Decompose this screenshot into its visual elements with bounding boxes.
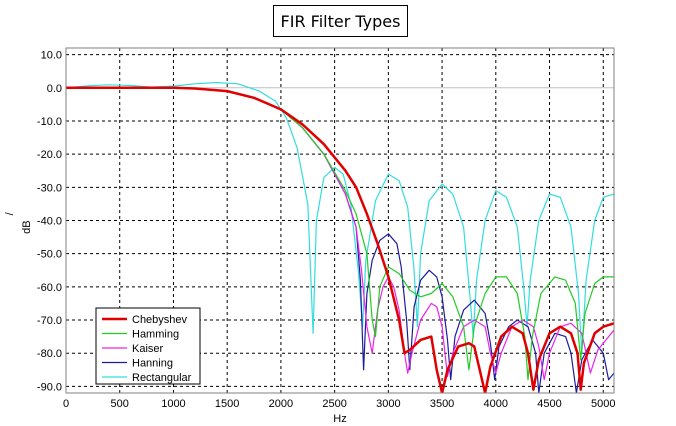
plot-frame: [65, 47, 615, 394]
x-tick-label: 4000: [484, 398, 508, 410]
y-tick-label: 0.0: [47, 83, 62, 95]
y-tick-label: -60.0: [37, 282, 62, 294]
x-tick-label: 5000: [591, 398, 615, 410]
y-axis-label: dB: [21, 220, 33, 233]
y-tick-label: -70.0: [37, 315, 62, 327]
legend-label: Kaiser: [132, 343, 164, 355]
x-tick-label: 0: [63, 398, 69, 410]
x-tick-label: 3500: [430, 398, 454, 410]
y-tick-label: -80.0: [37, 348, 62, 360]
legend-label: Chebyshev: [132, 314, 188, 326]
y-axis-label-top: /: [4, 211, 16, 215]
x-tick-label: 1000: [161, 398, 185, 410]
legend-box: [95, 307, 201, 385]
chart-title: FIR Filter Types: [273, 5, 408, 37]
y-tick-label: -30.0: [37, 182, 62, 194]
y-tick-label: 10.0: [41, 50, 62, 62]
x-tick-label: 2500: [322, 398, 346, 410]
x-tick-label: 500: [111, 398, 129, 410]
x-tick-label: 4500: [537, 398, 561, 410]
series-line-hamming: [66, 87, 614, 381]
series-line-chebyshev: [66, 86, 614, 393]
series-line-rectangular: [66, 81, 614, 354]
x-tick-label: 3000: [376, 398, 400, 410]
y-tick-label: -10.0: [37, 116, 62, 128]
y-tick-label: -40.0: [37, 216, 62, 228]
y-tick-label: -50.0: [37, 249, 62, 261]
legend-label: Hanning: [132, 358, 173, 370]
y-tick-label: -20.0: [37, 149, 62, 161]
x-axis-label: Hz: [333, 413, 346, 425]
x-tick-label: 2000: [269, 398, 293, 410]
y-tick-label: -90.0: [37, 381, 62, 393]
legend-label: Hamming: [132, 329, 179, 341]
x-tick-label: 1500: [215, 398, 239, 410]
legend-label: Rectangular: [132, 372, 192, 384]
